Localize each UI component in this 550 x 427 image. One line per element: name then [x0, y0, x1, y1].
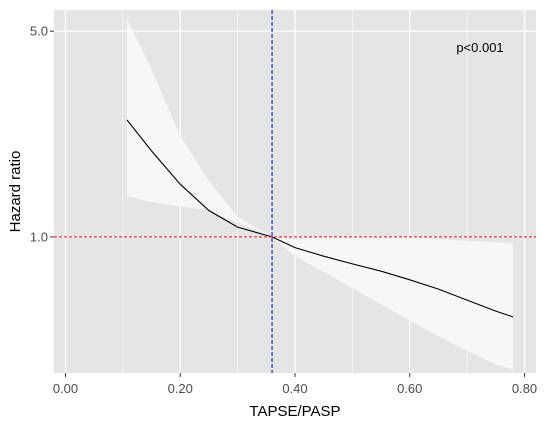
- y-axis-title: Hazard ratio: [7, 151, 24, 233]
- x-axis-title: TAPSE/PASP: [249, 403, 340, 420]
- x-tick-label: 0.80: [512, 381, 537, 396]
- p-value-annotation: p<0.001: [456, 40, 503, 55]
- x-tick-label: 0.40: [282, 381, 307, 396]
- x-tick-label: 0.20: [168, 381, 193, 396]
- x-tick-label: 0.00: [53, 381, 78, 396]
- x-tick-label: 0.60: [397, 381, 422, 396]
- y-tick-label: 5.0: [30, 24, 48, 39]
- y-tick-label: 1.0: [30, 229, 48, 244]
